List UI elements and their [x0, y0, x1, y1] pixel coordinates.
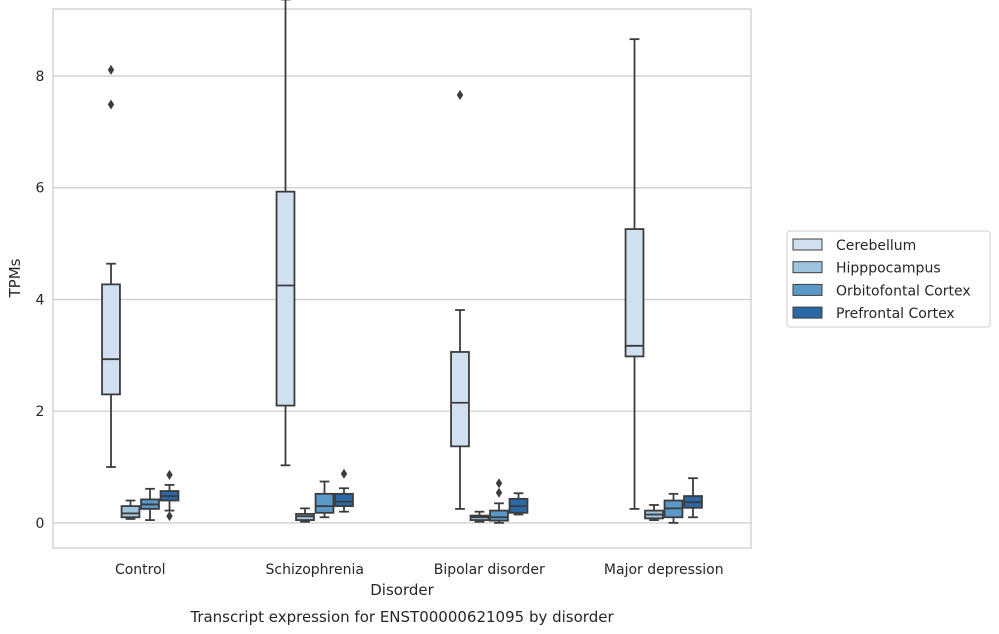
y-tick-label: 2: [36, 404, 45, 420]
legend-label: Cerebellum: [836, 238, 916, 254]
y-tick-label: 0: [36, 516, 45, 532]
legend: Cerebellum Hipppocampus Orbitofontal Corte…: [786, 230, 991, 328]
box-2-0: [450, 90, 470, 510]
legend-swatch: [792, 283, 823, 296]
box-iqr: [275, 190, 296, 407]
box-2-3: [508, 492, 529, 516]
outlier-point: [107, 64, 115, 75]
box-iqr: [314, 492, 335, 514]
box-3-2: [663, 492, 684, 524]
box-1-3: [334, 468, 354, 513]
box-iqr: [624, 228, 645, 358]
x-tick-labels: Control Schizophrenia Bipolar disorder Majo…: [115, 562, 724, 578]
x-tick-label: Major depression: [604, 562, 724, 578]
box-3-1: [644, 504, 664, 521]
outlier-point: [495, 487, 503, 498]
plot-frame: [52, 8, 752, 549]
box-iqr: [450, 351, 470, 448]
box-0-2: [140, 487, 160, 521]
outlier-point: [456, 90, 464, 101]
box-2-2: [489, 478, 509, 524]
box-1-1: [295, 507, 315, 523]
outlier-point: [340, 468, 348, 479]
box-1-0: [275, 0, 296, 467]
box-0-1: [120, 499, 141, 520]
outlier-point: [107, 99, 115, 110]
legend-label: Orbitofontal Cortex: [836, 283, 971, 299]
legend-swatch: [792, 306, 823, 319]
outlier-point: [495, 478, 503, 489]
box-0-3: [159, 469, 180, 522]
outlier-point: [166, 469, 173, 480]
x-tick-label: Bipolar disorder: [434, 562, 545, 578]
box-iqr: [101, 283, 121, 396]
box-iqr: [489, 509, 509, 522]
gridlines: [53, 75, 751, 524]
outlier-point: [166, 511, 173, 522]
boxes: [101, 0, 703, 524]
legend-frame: [786, 230, 991, 328]
legend-label: Hipppocampus: [836, 261, 941, 277]
y-tick-label: 8: [36, 69, 45, 85]
box-iqr: [120, 505, 141, 519]
x-axis-label: Disorder: [370, 581, 434, 599]
box-3-3: [683, 477, 703, 519]
box-1-2: [314, 480, 335, 519]
y-axis-label: TPMs: [6, 258, 24, 298]
x-tick-label: Control: [115, 562, 166, 578]
legend-swatch: [792, 238, 823, 251]
legend-label: Prefrontal Cortex: [836, 306, 955, 322]
x-tick-label: Schizophrenia: [266, 562, 364, 578]
box-0-0: [101, 64, 121, 468]
box-2-1: [469, 510, 490, 523]
chart-caption: Transcript expression for ENST0000062109…: [189, 608, 614, 626]
box-3-0: [624, 38, 645, 510]
box-iqr: [334, 492, 354, 508]
y-tick-labels: 0 2 4 6 8: [36, 69, 45, 532]
legend-swatch: [792, 261, 823, 274]
y-tick-label: 4: [36, 292, 45, 308]
y-tick-label: 6: [36, 181, 45, 197]
